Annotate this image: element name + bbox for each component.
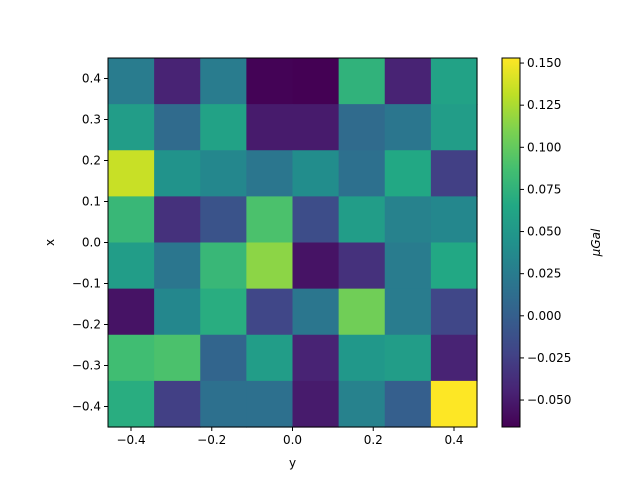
heatmap-cell — [246, 104, 294, 151]
heatmap-cell — [384, 150, 432, 197]
heatmap-cell — [154, 150, 201, 197]
heatmap-cell — [292, 104, 340, 151]
heatmap-cell — [246, 196, 294, 244]
colorbar-tick-label: −0.050 — [527, 393, 571, 407]
heatmap-cell — [108, 196, 155, 244]
heatmap-cell — [338, 242, 386, 290]
heatmap-cell — [246, 334, 294, 382]
colorbar-tick-label: −0.025 — [527, 351, 571, 365]
y-tick-label: −0.3 — [72, 359, 101, 373]
heatmap-cell — [292, 196, 340, 244]
heatmap-cell — [154, 288, 201, 336]
heatmap-cell — [384, 380, 432, 428]
y-tick-label: 0.2 — [82, 154, 101, 168]
heatmap-cell — [200, 334, 247, 382]
heatmap-cell — [338, 380, 386, 428]
heatmap-cell — [292, 380, 340, 428]
heatmap-cell — [430, 380, 478, 428]
colorbar — [501, 57, 521, 428]
colorbar-tick-label: 0.025 — [527, 267, 561, 281]
heatmap-cell — [108, 242, 155, 290]
colorbar-label: μGal — [589, 228, 603, 257]
colorbar-tick-label: 0.000 — [527, 309, 561, 323]
heatmap-cell — [200, 288, 247, 336]
heatmap-cell — [108, 334, 155, 382]
heatmap-cell — [384, 334, 432, 382]
heatmap-cell — [108, 380, 155, 428]
heatmap-cell — [246, 242, 294, 290]
heatmap-cell — [154, 58, 201, 105]
x-tick-label: −0.4 — [116, 433, 145, 447]
heatmap-cell — [200, 58, 247, 105]
y-tick-label: −0.2 — [72, 318, 101, 332]
colorbar-tick-label: 0.150 — [527, 56, 561, 70]
heatmap-cell — [154, 242, 201, 290]
y-tick-label: 0.4 — [82, 72, 101, 86]
heatmap-cell — [200, 242, 247, 290]
y-tick-label: 0.0 — [82, 236, 101, 250]
heatmap-cell — [384, 288, 432, 336]
heatmap-cell — [338, 150, 386, 197]
heatmap-cell — [292, 288, 340, 336]
heatmap-cell — [292, 334, 340, 382]
heatmap-cell — [430, 58, 478, 105]
heatmap-cell — [292, 242, 340, 290]
heatmap-cell — [338, 288, 386, 336]
heatmap-cells — [108, 58, 478, 428]
heatmap-cell — [430, 288, 478, 336]
heatmap-cell — [384, 58, 432, 105]
y-tick-label: −0.1 — [72, 277, 101, 291]
heatmap-cell — [338, 58, 386, 105]
y-tick-label: 0.1 — [82, 195, 101, 209]
heatmap-cell — [154, 196, 201, 244]
heatmap-cell — [200, 380, 247, 428]
heatmap-cell — [246, 288, 294, 336]
heatmap-cell — [430, 242, 478, 290]
heatmap-cell — [292, 58, 340, 105]
colorbar-tick-label: 0.125 — [527, 98, 561, 112]
heatmap-cell — [292, 150, 340, 197]
colorbar-tick-label: 0.075 — [527, 182, 561, 196]
heatmap-cell — [384, 104, 432, 151]
heatmap-cell — [154, 380, 201, 428]
heatmap-cell — [338, 334, 386, 382]
x-tick-label: 0.0 — [283, 433, 302, 447]
colorbar-tick-label: 0.100 — [527, 140, 561, 154]
heatmap-cell — [384, 242, 432, 290]
heatmap-cell — [430, 104, 478, 151]
colorbar-tick-label: 0.050 — [527, 225, 561, 239]
y-axis-label: x — [43, 239, 57, 246]
heatmap-cell — [200, 104, 247, 151]
heatmap-cell — [108, 104, 155, 151]
heatmap-cell — [246, 380, 294, 428]
heatmap-cell — [430, 334, 478, 382]
y-tick-label: 0.3 — [82, 113, 101, 127]
x-tick-label: −0.2 — [197, 433, 226, 447]
x-tick-label: 0.2 — [364, 433, 383, 447]
heatmap-cell — [108, 150, 155, 197]
x-axis-label: y — [289, 456, 296, 470]
heatmap-cell — [338, 104, 386, 151]
heatmap-cell — [108, 58, 155, 105]
heatmap-cell — [154, 104, 201, 151]
x-tick-label: 0.4 — [444, 433, 463, 447]
heatmap-cell — [246, 150, 294, 197]
heatmap-cell — [384, 196, 432, 244]
heatmap-cell — [200, 196, 247, 244]
heatmap-cell — [154, 334, 201, 382]
heatmap-cell — [430, 150, 478, 197]
x-axis-ticks: −0.4 −0.2 0.0 0.2 0.4 — [116, 427, 464, 447]
colorbar-ticks: −0.050 −0.025 0.000 0.025 0.050 0.075 0.100 0.1… — [520, 56, 571, 407]
y-axis-ticks: −0.4 −0.3 −0.2 −0.1 0.0 0.1 0.2 0.3 0.4 — [72, 72, 108, 414]
heatmap-cell — [200, 150, 247, 197]
heatmap-cell — [430, 196, 478, 244]
heatmap-cell — [338, 196, 386, 244]
heatmap-cell — [246, 58, 294, 105]
heatmap-cell — [108, 288, 155, 336]
y-tick-label: −0.4 — [72, 400, 101, 414]
